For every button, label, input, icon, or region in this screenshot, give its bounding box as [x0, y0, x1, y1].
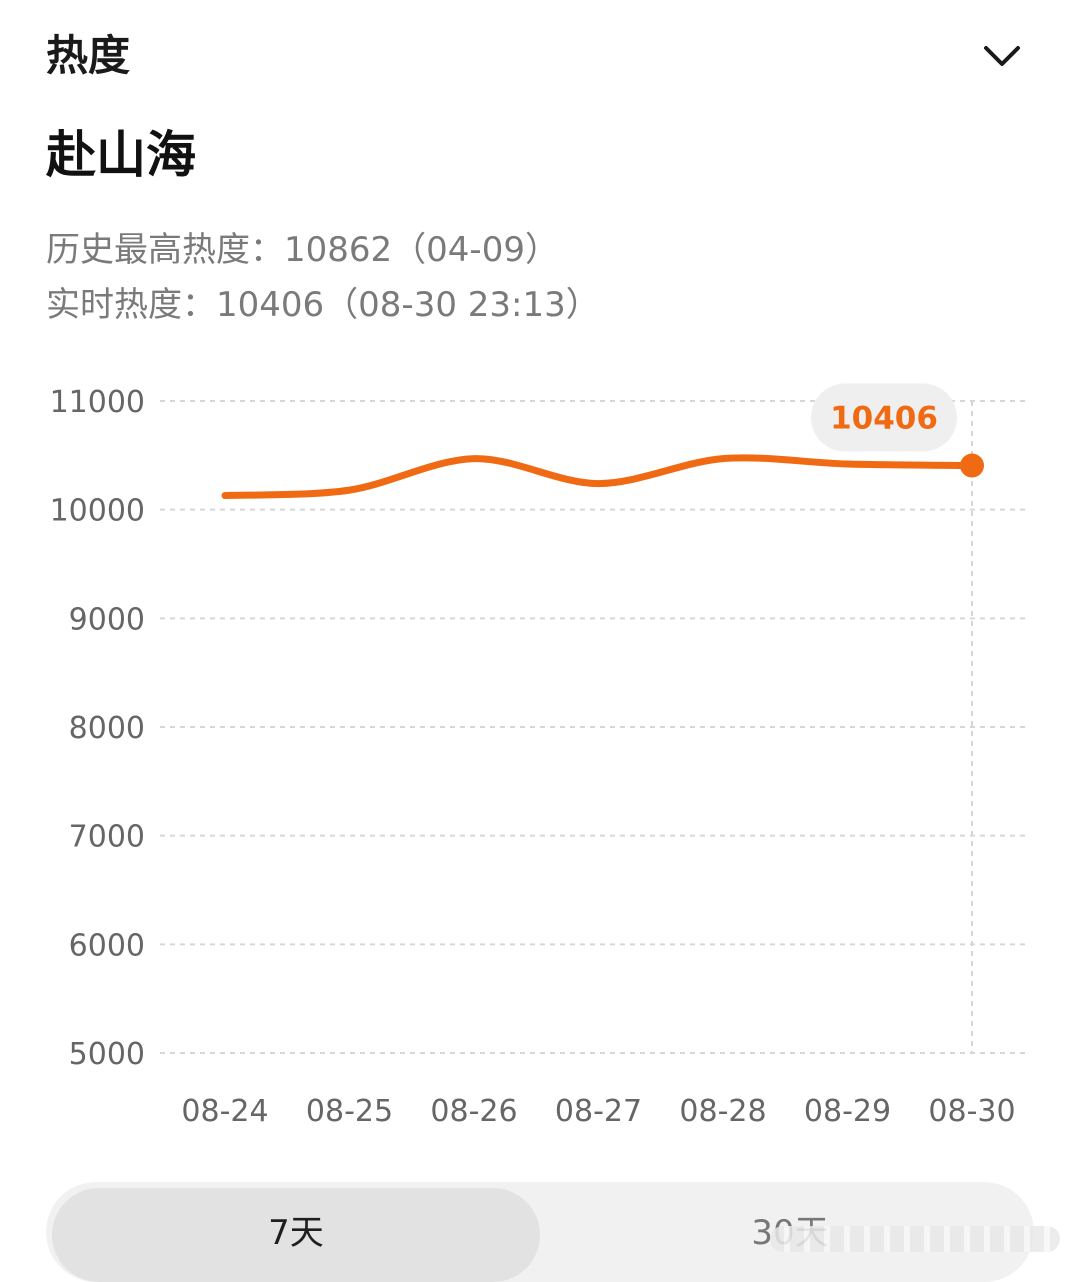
- history-high-stat: 历史最高热度：10862（04-09）: [46, 230, 559, 270]
- y-tick-label: 6000: [69, 928, 145, 963]
- current-point-dot: [960, 453, 984, 478]
- watermark: [770, 1226, 1060, 1252]
- y-tick-label: 10000: [50, 494, 145, 529]
- x-tick-label: 08-25: [306, 1094, 393, 1129]
- y-tick-label: 7000: [69, 820, 145, 855]
- heat-line-chart: 11000 10000 9000 8000 7000 6000 5000 08-24 08-25…: [50, 383, 1030, 1129]
- range-tabs: 7天 30天: [46, 1182, 1034, 1282]
- x-tick-label: 08-28: [679, 1094, 766, 1129]
- y-tick-label: 8000: [69, 711, 145, 746]
- tab-7-days[interactable]: 7天: [52, 1188, 540, 1282]
- header: 热度: [46, 28, 1026, 88]
- chevron-down-icon[interactable]: [978, 32, 1026, 80]
- realtime-stat: 实时热度：10406（08-30 23:13）: [46, 285, 600, 325]
- y-tick-label: 5000: [69, 1037, 145, 1072]
- y-tick-label: 11000: [50, 385, 145, 420]
- x-tick-label: 08-29: [804, 1094, 891, 1129]
- x-tick-label: 08-24: [181, 1094, 268, 1129]
- series-line: [221, 454, 976, 500]
- value-callout: [811, 383, 957, 452]
- x-tick-label: 08-27: [555, 1094, 642, 1129]
- topic-title: 赴山海: [46, 126, 196, 184]
- y-tick-label: 9000: [69, 602, 145, 637]
- x-tick-label: 08-30: [928, 1094, 1015, 1129]
- value-callout-label: 10406: [830, 401, 938, 437]
- section-title: 热度: [46, 31, 131, 80]
- x-tick-label: 08-26: [430, 1094, 517, 1129]
